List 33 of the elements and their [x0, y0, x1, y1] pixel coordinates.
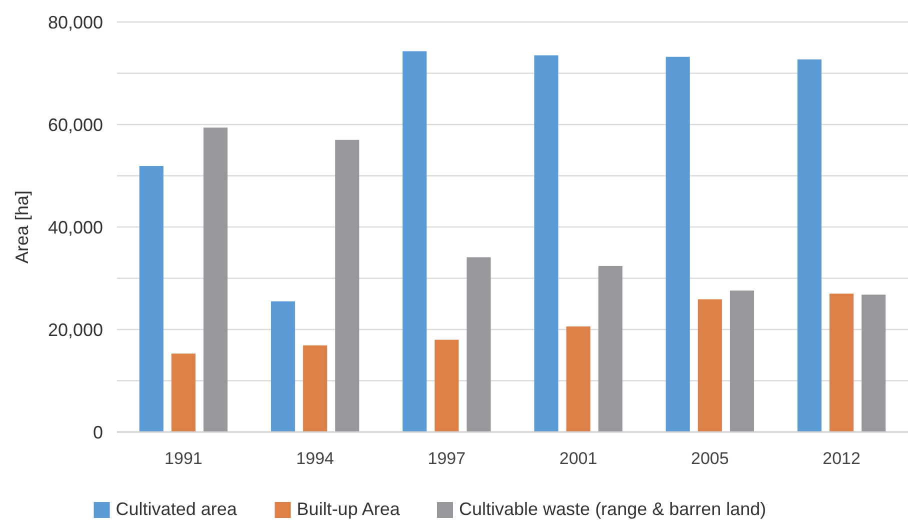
bar — [303, 345, 328, 432]
bar — [402, 51, 427, 432]
legend-label: Cultivated area — [116, 499, 238, 519]
bar — [270, 301, 296, 432]
bar — [466, 257, 491, 432]
bar — [830, 294, 854, 432]
x-tick-label: 2001 — [559, 449, 598, 468]
x-tick-label: 1991 — [164, 449, 202, 468]
bar — [698, 299, 722, 432]
y-tick-label: 40,000 — [48, 217, 103, 238]
x-tick-label: 2012 — [822, 449, 860, 468]
y-tick-label: 60,000 — [48, 114, 103, 135]
bar — [335, 140, 360, 432]
bar — [171, 354, 196, 432]
bar — [862, 294, 886, 432]
bar — [139, 166, 164, 432]
legend-label: Built-up Area — [296, 499, 401, 519]
bar — [534, 55, 558, 432]
bar — [666, 56, 690, 432]
y-axis-title: Area [ha] — [12, 190, 32, 264]
bar — [434, 340, 459, 432]
x-tick-label: 1994 — [296, 449, 334, 468]
y-tick-label: 80,000 — [48, 12, 103, 32]
legend-label: Cultivable waste (range & barren land) — [459, 499, 766, 519]
bar — [730, 290, 754, 432]
bar — [797, 59, 822, 432]
x-tick-label: 2005 — [691, 449, 729, 468]
x-tick-label: 1997 — [428, 449, 466, 468]
bar — [204, 128, 228, 432]
bar — [598, 266, 622, 432]
bar — [566, 326, 590, 432]
y-tick-label: 0 — [92, 422, 103, 442]
y-tick-label: 20,000 — [48, 320, 103, 340]
